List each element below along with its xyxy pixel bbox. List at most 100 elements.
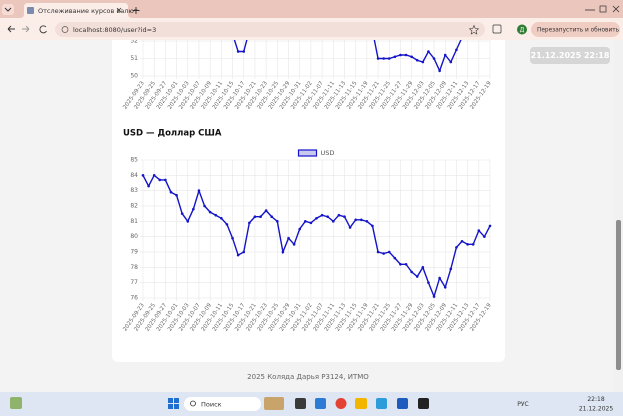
y-tick-label: 81: [130, 218, 138, 225]
tab-menu-icon: [4, 7, 12, 12]
taskbar-app[interactable]: [335, 398, 347, 409]
point: [376, 57, 380, 60]
extensions[interactable]: [492, 24, 502, 34]
taskbar-app[interactable]: [397, 398, 408, 409]
point: [455, 48, 458, 52]
y-tick-label: 80: [130, 233, 138, 240]
point: [449, 60, 453, 64]
y-tick-label: 50: [130, 73, 138, 80]
y-tick-label: 51: [130, 55, 138, 62]
language: РУС: [517, 401, 528, 408]
bookmark-star[interactable]: [468, 24, 480, 35]
legend-swatch: [297, 149, 318, 157]
y-tick-label: 84: [130, 172, 138, 179]
start-button[interactable]: [168, 398, 179, 409]
tab-bar: [0, 0, 623, 18]
point: [259, 215, 262, 219]
point: [488, 224, 492, 228]
timestamp: 21.12.2025 22:18: [531, 51, 610, 60]
point: [410, 55, 413, 59]
point: [399, 53, 402, 57]
update-button-label: Перезапустить и обновить: [537, 28, 620, 34]
point: [348, 226, 352, 229]
point: [248, 221, 251, 225]
point: [236, 50, 240, 53]
y-tick-label: 82: [130, 203, 138, 210]
new-tab[interactable]: [132, 7, 140, 14]
point: [141, 174, 145, 177]
point: [253, 215, 257, 219]
start-icon-part: [168, 404, 173, 409]
point: [220, 216, 223, 220]
scrollbar-thumb[interactable]: [616, 220, 621, 370]
taskbar-app[interactable]: [295, 398, 306, 409]
point: [175, 193, 178, 197]
point: [326, 215, 329, 219]
reload-button[interactable]: [39, 25, 47, 34]
point: [449, 267, 453, 271]
address-bar[interactable]: [55, 22, 485, 37]
taskbar-app[interactable]: [264, 397, 284, 410]
point: [438, 69, 441, 73]
search-box[interactable]: [184, 397, 261, 411]
taskbar-app[interactable]: [418, 398, 429, 409]
legend-label: USD: [321, 149, 335, 157]
y-tick-label: 85: [130, 157, 138, 164]
timestamp-badge: [530, 47, 610, 64]
tab-favicon: [27, 7, 34, 14]
point: [427, 50, 430, 53]
point: [152, 174, 156, 177]
clock-time: 22:18: [587, 396, 604, 403]
tab-menu[interactable]: [2, 4, 14, 15]
update-button[interactable]: [531, 22, 620, 37]
taskbar-app[interactable]: [355, 398, 367, 409]
point: [270, 215, 274, 219]
point: [365, 220, 369, 223]
site-info[interactable]: [61, 26, 69, 33]
point: [354, 218, 357, 222]
forward-button[interactable]: [22, 25, 30, 33]
taskbar-app[interactable]: [376, 398, 387, 409]
active-tab[interactable]: [20, 3, 132, 18]
point: [264, 209, 268, 212]
scrollbar[interactable]: [614, 40, 623, 392]
clock-date: 21.12.2025: [579, 406, 614, 413]
weather-widget[interactable]: [10, 397, 22, 409]
point: [203, 204, 206, 208]
point: [315, 216, 318, 220]
point: [421, 266, 425, 269]
window-maximize[interactable]: [599, 5, 607, 13]
point: [231, 236, 234, 240]
profile-initial: Д: [520, 27, 525, 34]
url: localhost:8080/user?id=3: [73, 26, 156, 34]
point: [242, 250, 246, 254]
y-tick-label: 77: [130, 279, 138, 286]
point: [192, 207, 195, 211]
back-button[interactable]: [7, 25, 15, 33]
start-icon-part: [174, 404, 179, 409]
point: [309, 221, 313, 225]
point: [483, 235, 486, 238]
window-close[interactable]: [612, 5, 620, 13]
tab-close[interactable]: [116, 7, 122, 13]
point: [443, 53, 447, 57]
point: [376, 250, 380, 254]
point: [443, 285, 447, 289]
point: [180, 212, 184, 215]
search-label: Поиск: [201, 401, 222, 409]
start-icon-part: [168, 398, 173, 403]
point: [276, 220, 279, 223]
point: [421, 60, 425, 64]
point: [236, 253, 240, 257]
y-tick-label: 83: [130, 187, 138, 194]
point: [158, 178, 162, 182]
point: [331, 220, 335, 223]
point: [382, 252, 385, 255]
profile-avatar[interactable]: [517, 24, 527, 35]
search-icon: [190, 400, 196, 407]
point: [415, 275, 419, 278]
point: [359, 218, 363, 222]
point: [304, 220, 307, 223]
taskbar-app[interactable]: [315, 398, 326, 409]
